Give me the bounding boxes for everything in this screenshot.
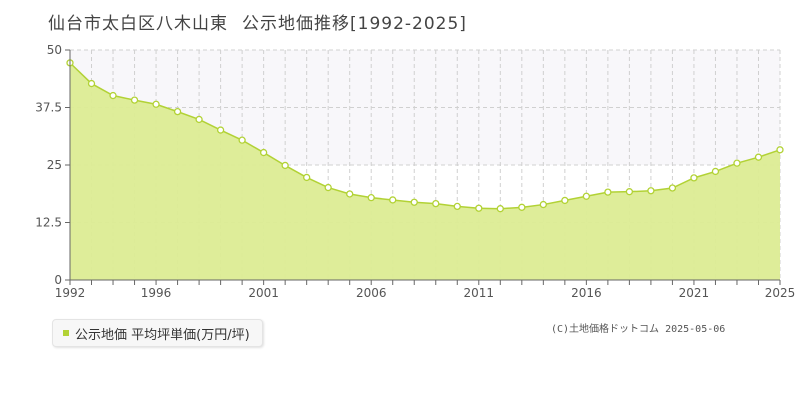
data-point: [453, 202, 461, 211]
data-point: [410, 198, 418, 206]
x-tick-label: 1992: [55, 286, 86, 300]
data-point: [711, 167, 720, 176]
data-point: [496, 205, 504, 213]
data-point: [475, 204, 483, 212]
y-tick-label: 0: [54, 273, 62, 287]
y-tick-label: 12.5: [35, 216, 62, 230]
data-point: [582, 192, 591, 200]
data-point: [776, 146, 784, 154]
data-point: [152, 100, 160, 108]
data-point: [754, 153, 763, 161]
legend: 公示地価 平均坪単価(万円/坪): [52, 319, 263, 347]
title-subject: 公示地価推移[1992-2025]: [242, 14, 467, 34]
data-point: [87, 79, 96, 88]
data-point: [130, 96, 139, 104]
x-tick-label: 2001: [248, 286, 279, 300]
x-tick-label: 2025: [765, 286, 796, 300]
data-point: [518, 203, 526, 211]
data-point: [173, 107, 182, 116]
data-point: [367, 194, 375, 202]
x-tick-label: 2021: [679, 286, 710, 300]
y-tick-label: 37.5: [35, 101, 62, 115]
data-point: [432, 199, 440, 208]
data-point: [733, 159, 741, 167]
legend-label: 公示地価 平均坪単価(万円/坪): [75, 327, 250, 343]
data-point: [324, 183, 332, 192]
y-tick-label: 25: [47, 158, 62, 172]
data-point: [259, 148, 268, 157]
data-point: [690, 174, 698, 182]
data-point: [216, 126, 225, 134]
data-point: [389, 196, 397, 204]
data-point: [109, 91, 117, 100]
data-point: [625, 188, 634, 196]
data-point: [647, 187, 655, 195]
x-tick-label: 2016: [571, 286, 602, 300]
data-point: [303, 173, 311, 182]
series-area: [70, 62, 780, 280]
data-point: [195, 115, 203, 124]
data-point: [281, 161, 289, 170]
data-point: [238, 136, 246, 144]
data-point: [668, 184, 677, 192]
data-point: [561, 196, 569, 205]
title-place: 仙台市太白区八木山東: [48, 14, 228, 34]
x-tick-label: 1996: [141, 286, 172, 300]
data-point: [604, 188, 612, 196]
x-tick-label: 2006: [356, 286, 387, 300]
chart-title: 仙台市太白区八木山東 公示地価推移[1992-2025]: [48, 9, 467, 34]
series-line: [69, 62, 781, 210]
copyright-text: (C)土地価格ドットコム 2025-05-06: [551, 324, 726, 335]
data-point: [346, 190, 354, 198]
legend-swatch: [63, 330, 69, 336]
y-tick-label: 50: [47, 43, 62, 57]
data-point: [539, 200, 547, 209]
x-tick-label: 2011: [464, 286, 495, 300]
